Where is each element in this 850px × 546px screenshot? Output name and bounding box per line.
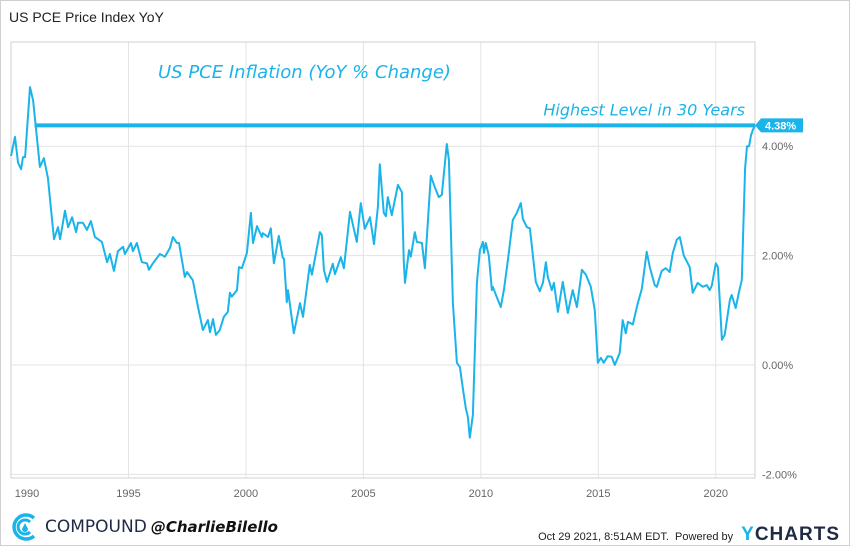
- timestamp-text: Oct 29 2021, 8:51AM EDT.: [538, 531, 669, 543]
- ycharts-logo-y: Y: [741, 524, 755, 545]
- x-tick-label: 2020: [704, 488, 728, 500]
- x-tick-label: 1990: [15, 488, 39, 500]
- grid: [11, 42, 755, 478]
- x-tick-label: 2000: [234, 488, 258, 500]
- y-tick-label: -2.00%: [762, 469, 797, 481]
- chart-annotation-title: US PCE Inflation (YoY % Change): [158, 62, 451, 83]
- last-value-label: 4.38%: [765, 120, 796, 132]
- x-tick-label: 1995: [116, 488, 140, 500]
- last-value-badge: 4.38%: [755, 118, 803, 133]
- powered-by-text: Powered by: [675, 531, 734, 543]
- x-tick-label: 2010: [469, 488, 493, 500]
- x-axis: 1990 1995 2000 2005 2010 2015 2020: [15, 488, 728, 500]
- x-tick-label: 2015: [586, 488, 610, 500]
- chart-title: US PCE Price Index YoY: [9, 9, 164, 25]
- twitter-handle: @CharlieBilello: [150, 518, 278, 536]
- ycharts-logo-text: CHARTS: [754, 524, 840, 545]
- y-tick-label: 2.00%: [762, 251, 793, 263]
- reference-line-label: Highest Level in 30 Years: [543, 100, 745, 119]
- y-tick-label: 4.00%: [762, 141, 793, 153]
- ycharts-logo[interactable]: YCHARTS: [741, 524, 840, 546]
- plot-border: [10, 41, 756, 479]
- timestamp: Oct 29 2021, 8:51AM EDT. Powered by: [538, 531, 733, 543]
- series-line: [10, 86, 756, 439]
- x-tick-label: 2005: [351, 488, 375, 500]
- brand-name: COMPOUND: [45, 517, 147, 537]
- compound-logo-icon: [12, 513, 36, 541]
- y-axis: 4.00% 2.00% 0.00% -2.00%: [762, 141, 797, 481]
- y-tick-label: 0.00%: [762, 360, 793, 372]
- footer-brand: COMPOUND @CharlieBilello: [10, 512, 278, 542]
- footer-attribution: Oct 29 2021, 8:51AM EDT. Powered by YCHA…: [538, 524, 840, 546]
